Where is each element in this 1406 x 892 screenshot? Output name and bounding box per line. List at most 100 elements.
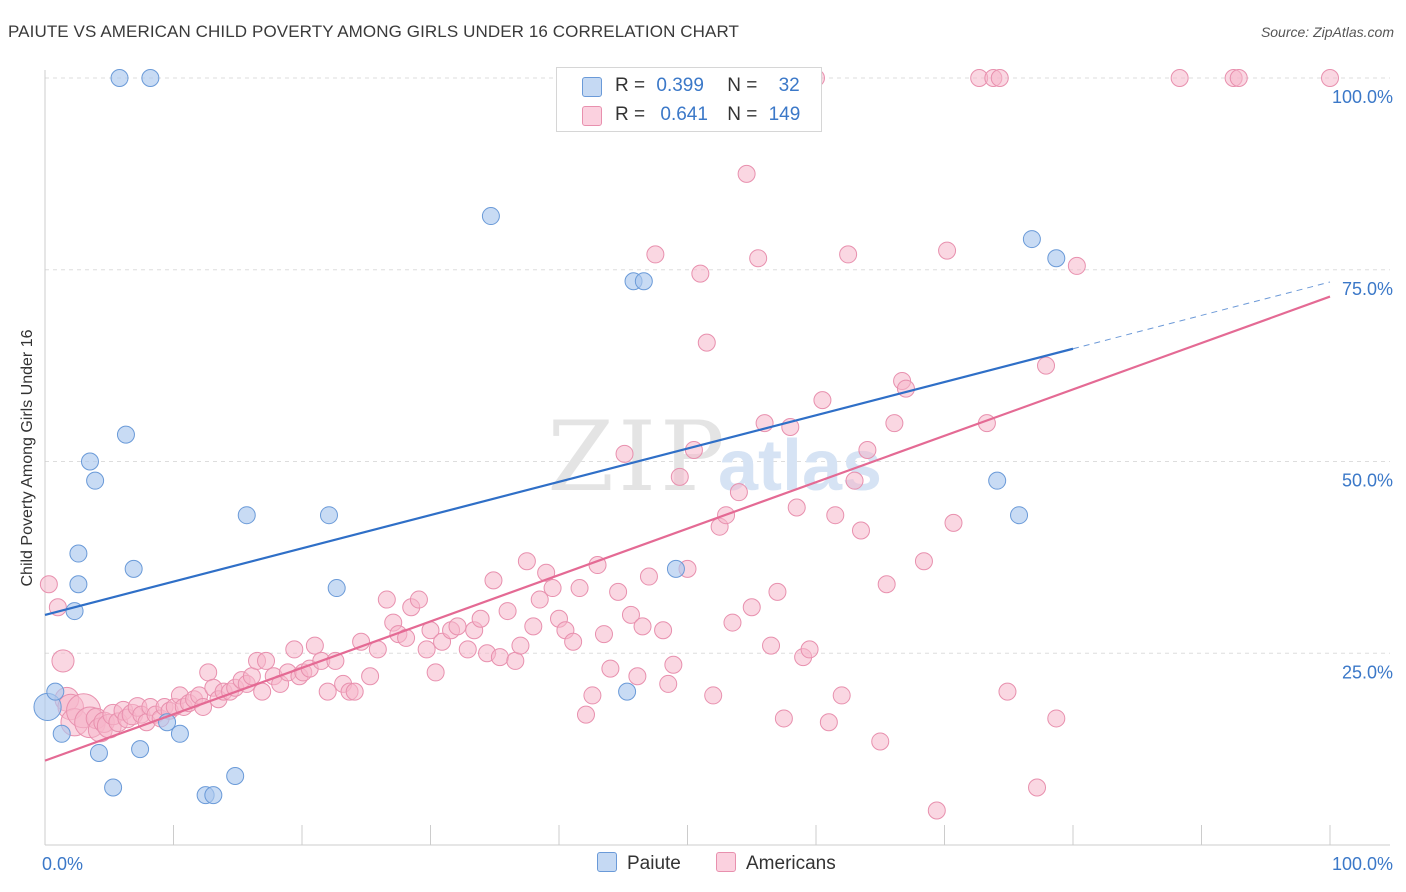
legend-row-paiute: R = 0.399 N = 32 <box>557 72 821 102</box>
americans-point <box>633 617 652 636</box>
paiute-point <box>69 575 88 594</box>
americans-point <box>471 609 490 628</box>
americans-point <box>851 521 870 540</box>
americans-point <box>871 732 890 751</box>
americans-point <box>839 245 858 264</box>
americans-point <box>628 667 647 686</box>
paiute-point <box>52 724 71 743</box>
americans-point <box>305 636 324 655</box>
y-tick-label: 25.0% <box>1342 662 1393 682</box>
americans-point <box>458 640 477 659</box>
bottom-legend-americans: Americans <box>716 852 836 875</box>
americans-point <box>944 513 963 532</box>
paiute-trend-extension <box>1072 281 1331 350</box>
americans-point <box>990 69 1009 87</box>
americans-point <box>646 245 665 264</box>
paiute-point <box>319 506 338 525</box>
paiute-point <box>1047 249 1066 268</box>
legend-americans-r-label: R = <box>615 104 646 125</box>
americans-point <box>684 440 703 459</box>
paiute-point <box>481 207 500 226</box>
americans-point <box>426 663 445 682</box>
americans-point <box>1037 356 1056 375</box>
trend-lines <box>44 281 1331 762</box>
paiute-point <box>69 544 88 563</box>
y-tick-label: 100.0% <box>1332 87 1393 107</box>
americans-point <box>39 575 58 594</box>
paiute-point <box>104 778 123 797</box>
watermark-zip: ZIP <box>547 401 728 513</box>
americans-point <box>524 617 543 636</box>
legend-americans-n-label: N = <box>727 104 758 125</box>
americans-point <box>813 391 832 410</box>
americans-point <box>484 571 503 590</box>
americans-point <box>877 575 896 594</box>
legend-americans-n-value: 149 <box>768 104 801 125</box>
paiute-point <box>86 471 105 490</box>
americans-point <box>938 241 957 260</box>
paiute-point <box>237 506 256 525</box>
americans-point <box>498 602 517 621</box>
americans-point <box>583 686 602 705</box>
americans-point <box>490 648 509 667</box>
americans-point <box>670 467 689 486</box>
bottom-americans-swatch <box>716 852 736 872</box>
americans-point <box>242 667 261 686</box>
americans-point <box>448 617 467 636</box>
americans-point <box>654 621 673 640</box>
americans-point <box>594 625 613 644</box>
legend-row-americans: R = 0.641 N = 149 <box>557 101 821 131</box>
americans-point <box>199 663 218 682</box>
americans-point <box>742 598 761 617</box>
americans-point <box>51 649 75 673</box>
paiute-point <box>116 425 135 444</box>
paiute-point <box>141 69 160 87</box>
paiute-point <box>634 272 653 291</box>
paiute-point <box>1022 230 1041 249</box>
americans-point <box>697 333 716 352</box>
paiute-swatch <box>582 77 602 97</box>
paiute-point <box>170 724 189 743</box>
americans-point <box>345 682 364 701</box>
x-tick-label: 0.0% <box>42 854 83 874</box>
bottom-paiute-label: Paiute <box>627 853 681 874</box>
americans-point <box>832 686 851 705</box>
legend-paiute-n-value: 32 <box>778 75 800 96</box>
grid-lines <box>45 77 1390 654</box>
americans-point <box>601 659 620 678</box>
americans-series <box>39 69 1339 820</box>
americans-point <box>826 506 845 525</box>
americans-point <box>704 686 723 705</box>
paiute-point <box>327 579 346 598</box>
americans-point <box>285 640 304 659</box>
americans-point <box>517 552 536 571</box>
americans-point <box>621 605 640 624</box>
americans-point <box>543 579 562 598</box>
americans-trend-line <box>44 295 1331 762</box>
paiute-point <box>131 740 150 759</box>
americans-point <box>257 651 276 670</box>
americans-point <box>885 414 904 433</box>
americans-point <box>774 709 793 728</box>
paiute-point <box>80 452 99 471</box>
paiute-point <box>110 69 129 87</box>
source-label: Source: ZipAtlas.com <box>1260 24 1394 40</box>
paiute-trend-line <box>44 347 1074 616</box>
chart-title: PAIUTE VS AMERICAN CHILD POVERTY AMONG G… <box>8 22 740 41</box>
americans-point <box>318 682 337 701</box>
americans-point <box>749 249 768 268</box>
americans-point <box>564 632 583 651</box>
americans-point <box>800 640 819 659</box>
paiute-point <box>988 471 1007 490</box>
americans-point <box>1229 69 1248 87</box>
americans-point <box>845 471 864 490</box>
americans-point <box>1047 709 1066 728</box>
watermark: ZIP atlas <box>547 401 882 513</box>
legend-americans-text: R = 0.641 N = 149 <box>615 104 800 126</box>
americans-point <box>787 498 806 517</box>
americans-swatch <box>582 106 602 126</box>
americans-point <box>1067 256 1086 275</box>
americans-point <box>1028 778 1047 797</box>
y-tick-label: 75.0% <box>1342 279 1393 299</box>
